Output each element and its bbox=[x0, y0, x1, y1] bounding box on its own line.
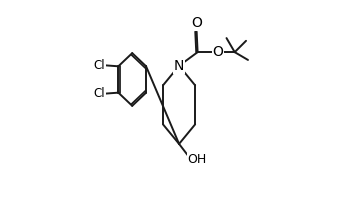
Text: Cl: Cl bbox=[94, 59, 106, 72]
Text: OH: OH bbox=[187, 153, 207, 166]
Text: N: N bbox=[174, 59, 184, 73]
Text: Cl: Cl bbox=[94, 87, 106, 100]
Text: O: O bbox=[191, 16, 202, 30]
Text: O: O bbox=[213, 45, 223, 59]
